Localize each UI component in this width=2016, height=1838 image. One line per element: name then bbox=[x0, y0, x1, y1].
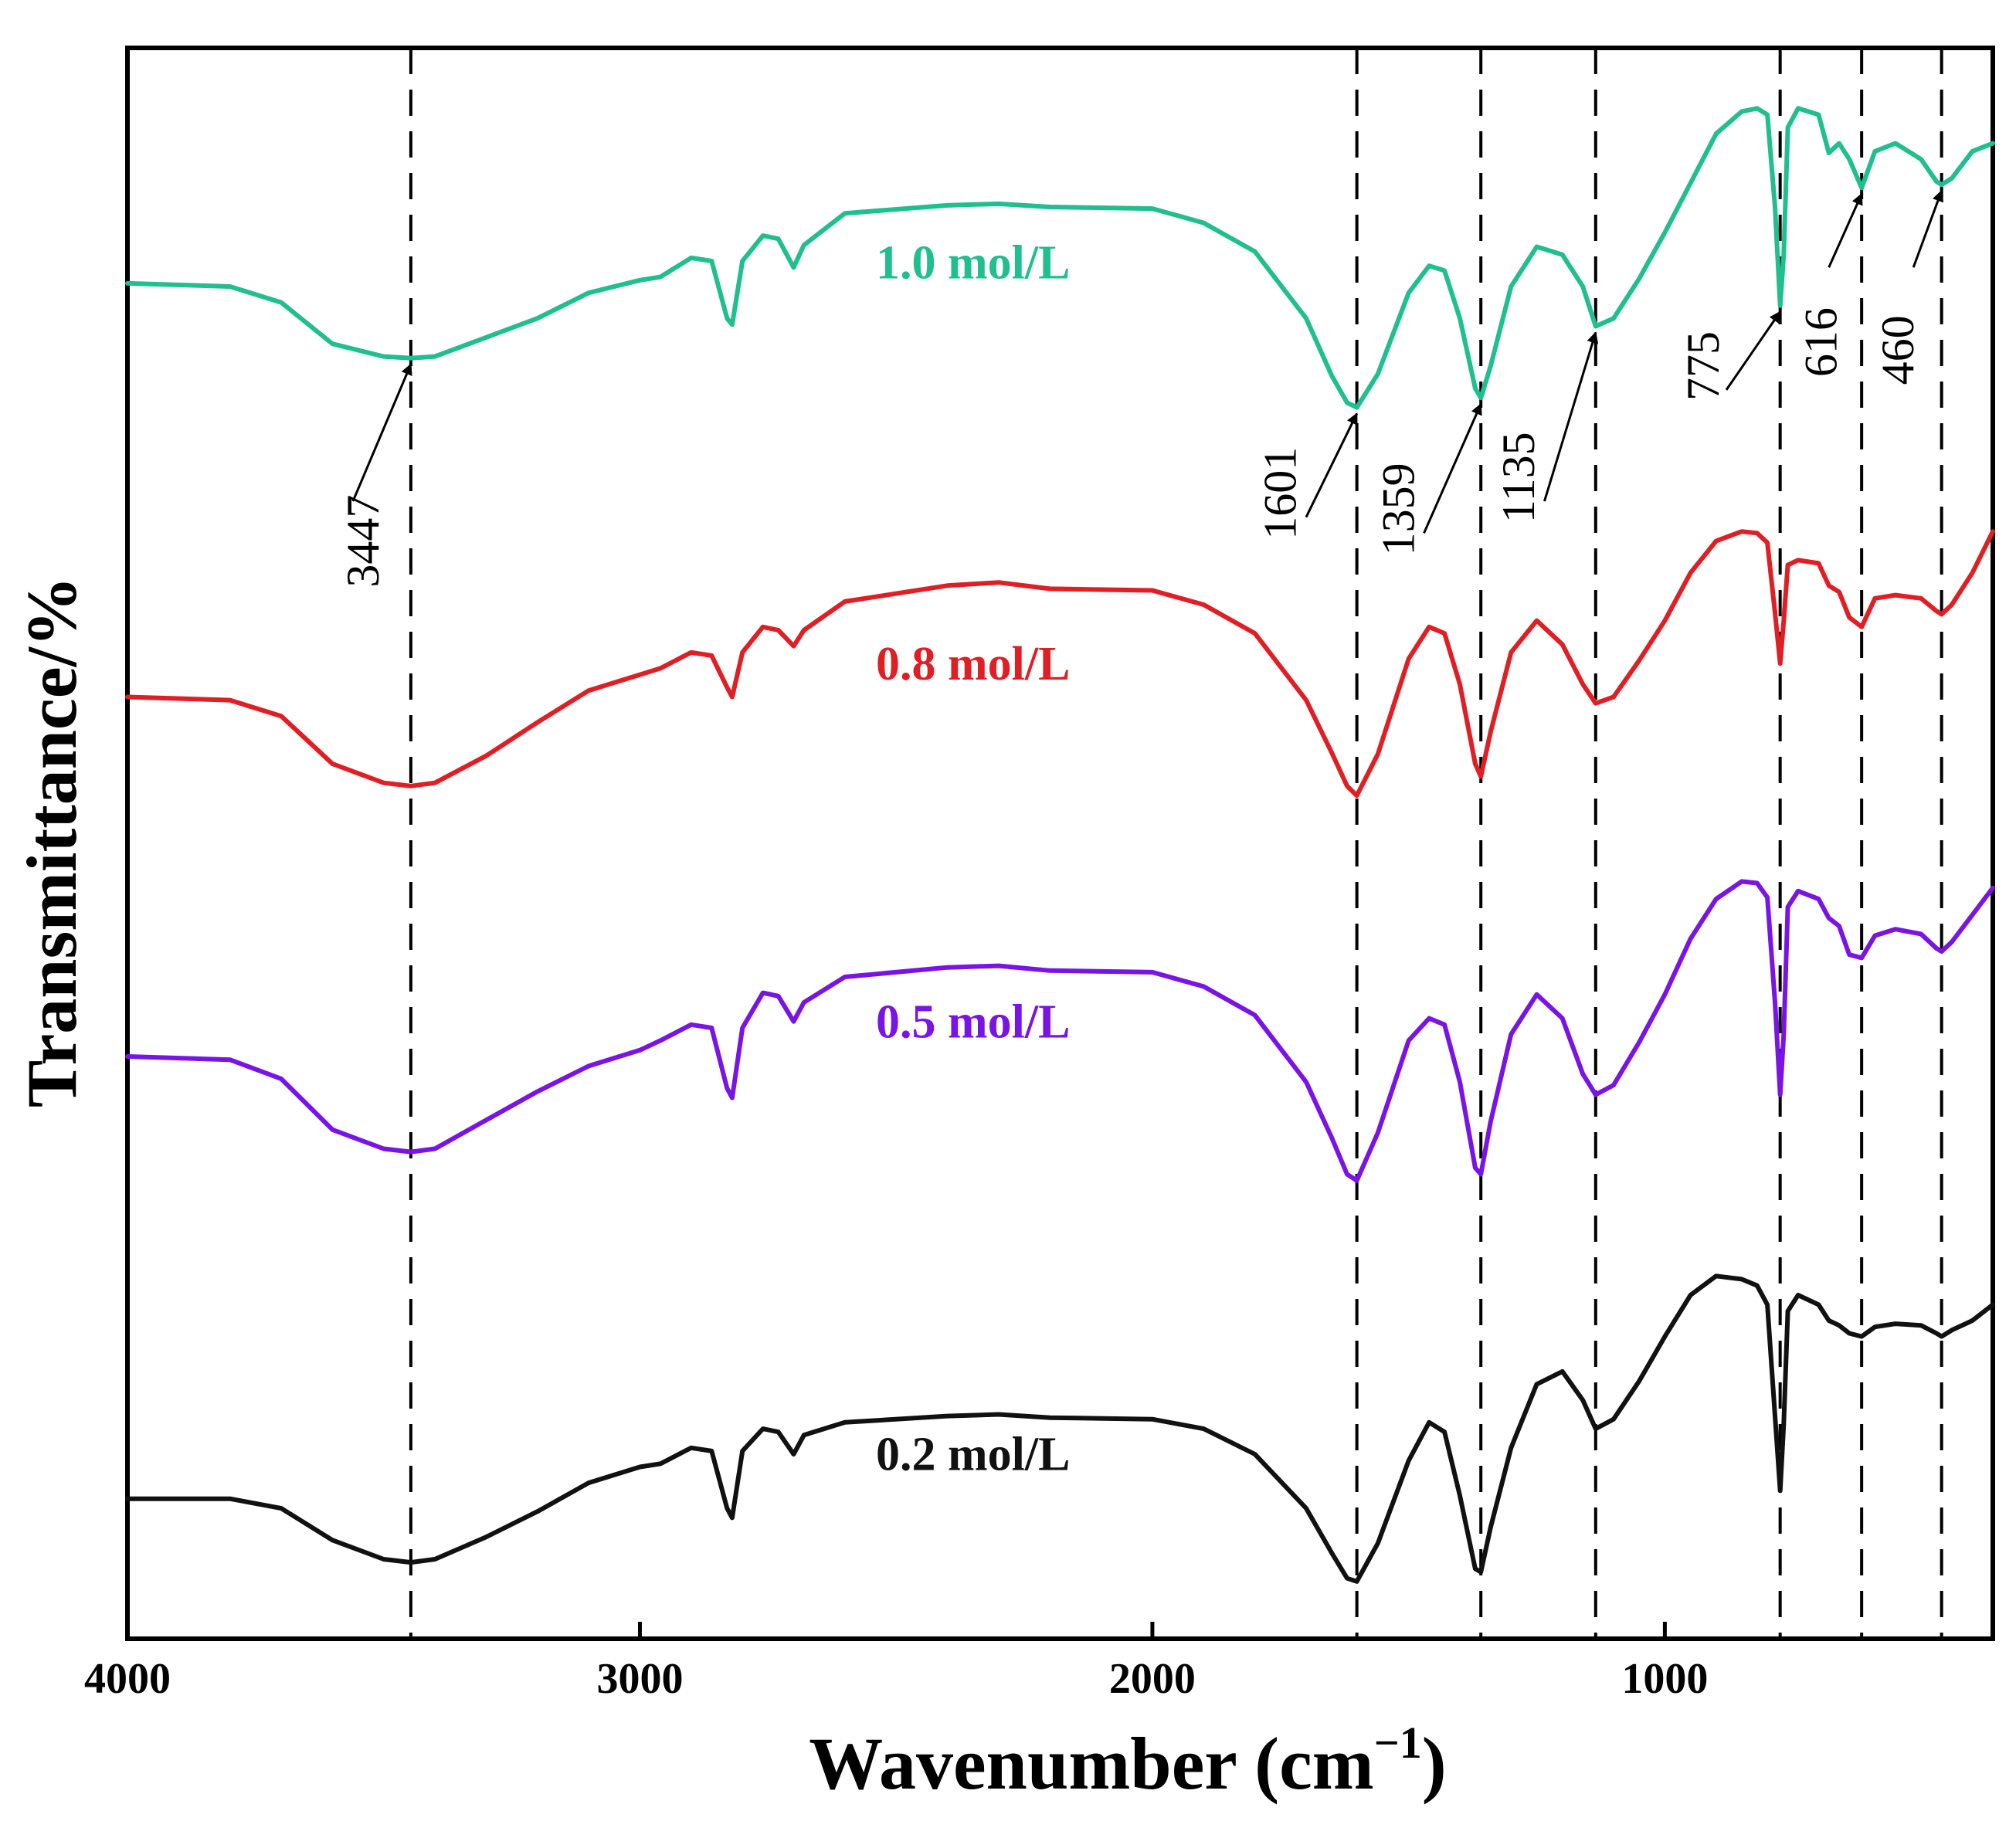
series-labels: 1.0 mol/L 0.8 mol/L 0.5 mol/L 0.2 mol/L bbox=[876, 237, 1070, 1481]
peak-label-460: 460 bbox=[1872, 315, 1923, 385]
peak-arrow-616 bbox=[1828, 192, 1863, 268]
peak-annotations: 3447 1601 1359 1135 775 616 460 bbox=[338, 189, 1944, 588]
x-tick-label-4000: 4000 bbox=[84, 1655, 171, 1703]
peak-arrow-1359 bbox=[1423, 402, 1482, 534]
peak-arrow-3447 bbox=[351, 363, 412, 502]
x-tick-label-1000: 1000 bbox=[1621, 1655, 1708, 1703]
series-line-2 bbox=[125, 879, 1995, 1183]
series-label-2: 0.5 mol/L bbox=[876, 995, 1070, 1048]
peak-label-1601: 1601 bbox=[1255, 447, 1306, 540]
peak-label-1135: 1135 bbox=[1493, 432, 1544, 523]
peak-arrow-460 bbox=[1912, 189, 1944, 268]
x-tick-label-2000: 2000 bbox=[1109, 1655, 1196, 1703]
plot-frame bbox=[125, 46, 1995, 1641]
y-axis-title: Transmittance/% bbox=[12, 576, 91, 1107]
peak-label-616: 616 bbox=[1796, 307, 1847, 377]
peak-arrow-775 bbox=[1725, 310, 1781, 391]
x-axis-ticks: 4000 3000 2000 1000 bbox=[84, 1622, 1708, 1703]
x-tick-label-3000: 3000 bbox=[596, 1655, 683, 1703]
reference-lines bbox=[409, 48, 1943, 1639]
series-line-1 bbox=[125, 529, 1995, 799]
series-label-3: 0.2 mol/L bbox=[876, 1429, 1070, 1481]
peak-arrow-1601 bbox=[1305, 412, 1358, 518]
series-line-3 bbox=[125, 1273, 1995, 1584]
peak-arrow-1135 bbox=[1543, 331, 1599, 502]
series-label-1: 0.8 mol/L bbox=[876, 638, 1070, 690]
peak-label-1359: 1359 bbox=[1373, 463, 1424, 555]
peak-label-775: 775 bbox=[1678, 331, 1729, 401]
series-line-0 bbox=[125, 106, 1995, 410]
x-axis-title: Wavenumber (cm−1) bbox=[809, 1718, 1447, 1805]
series-label-0: 1.0 mol/L bbox=[876, 237, 1070, 290]
series-lines bbox=[125, 106, 1995, 1584]
peak-label-3447: 3447 bbox=[338, 495, 389, 588]
